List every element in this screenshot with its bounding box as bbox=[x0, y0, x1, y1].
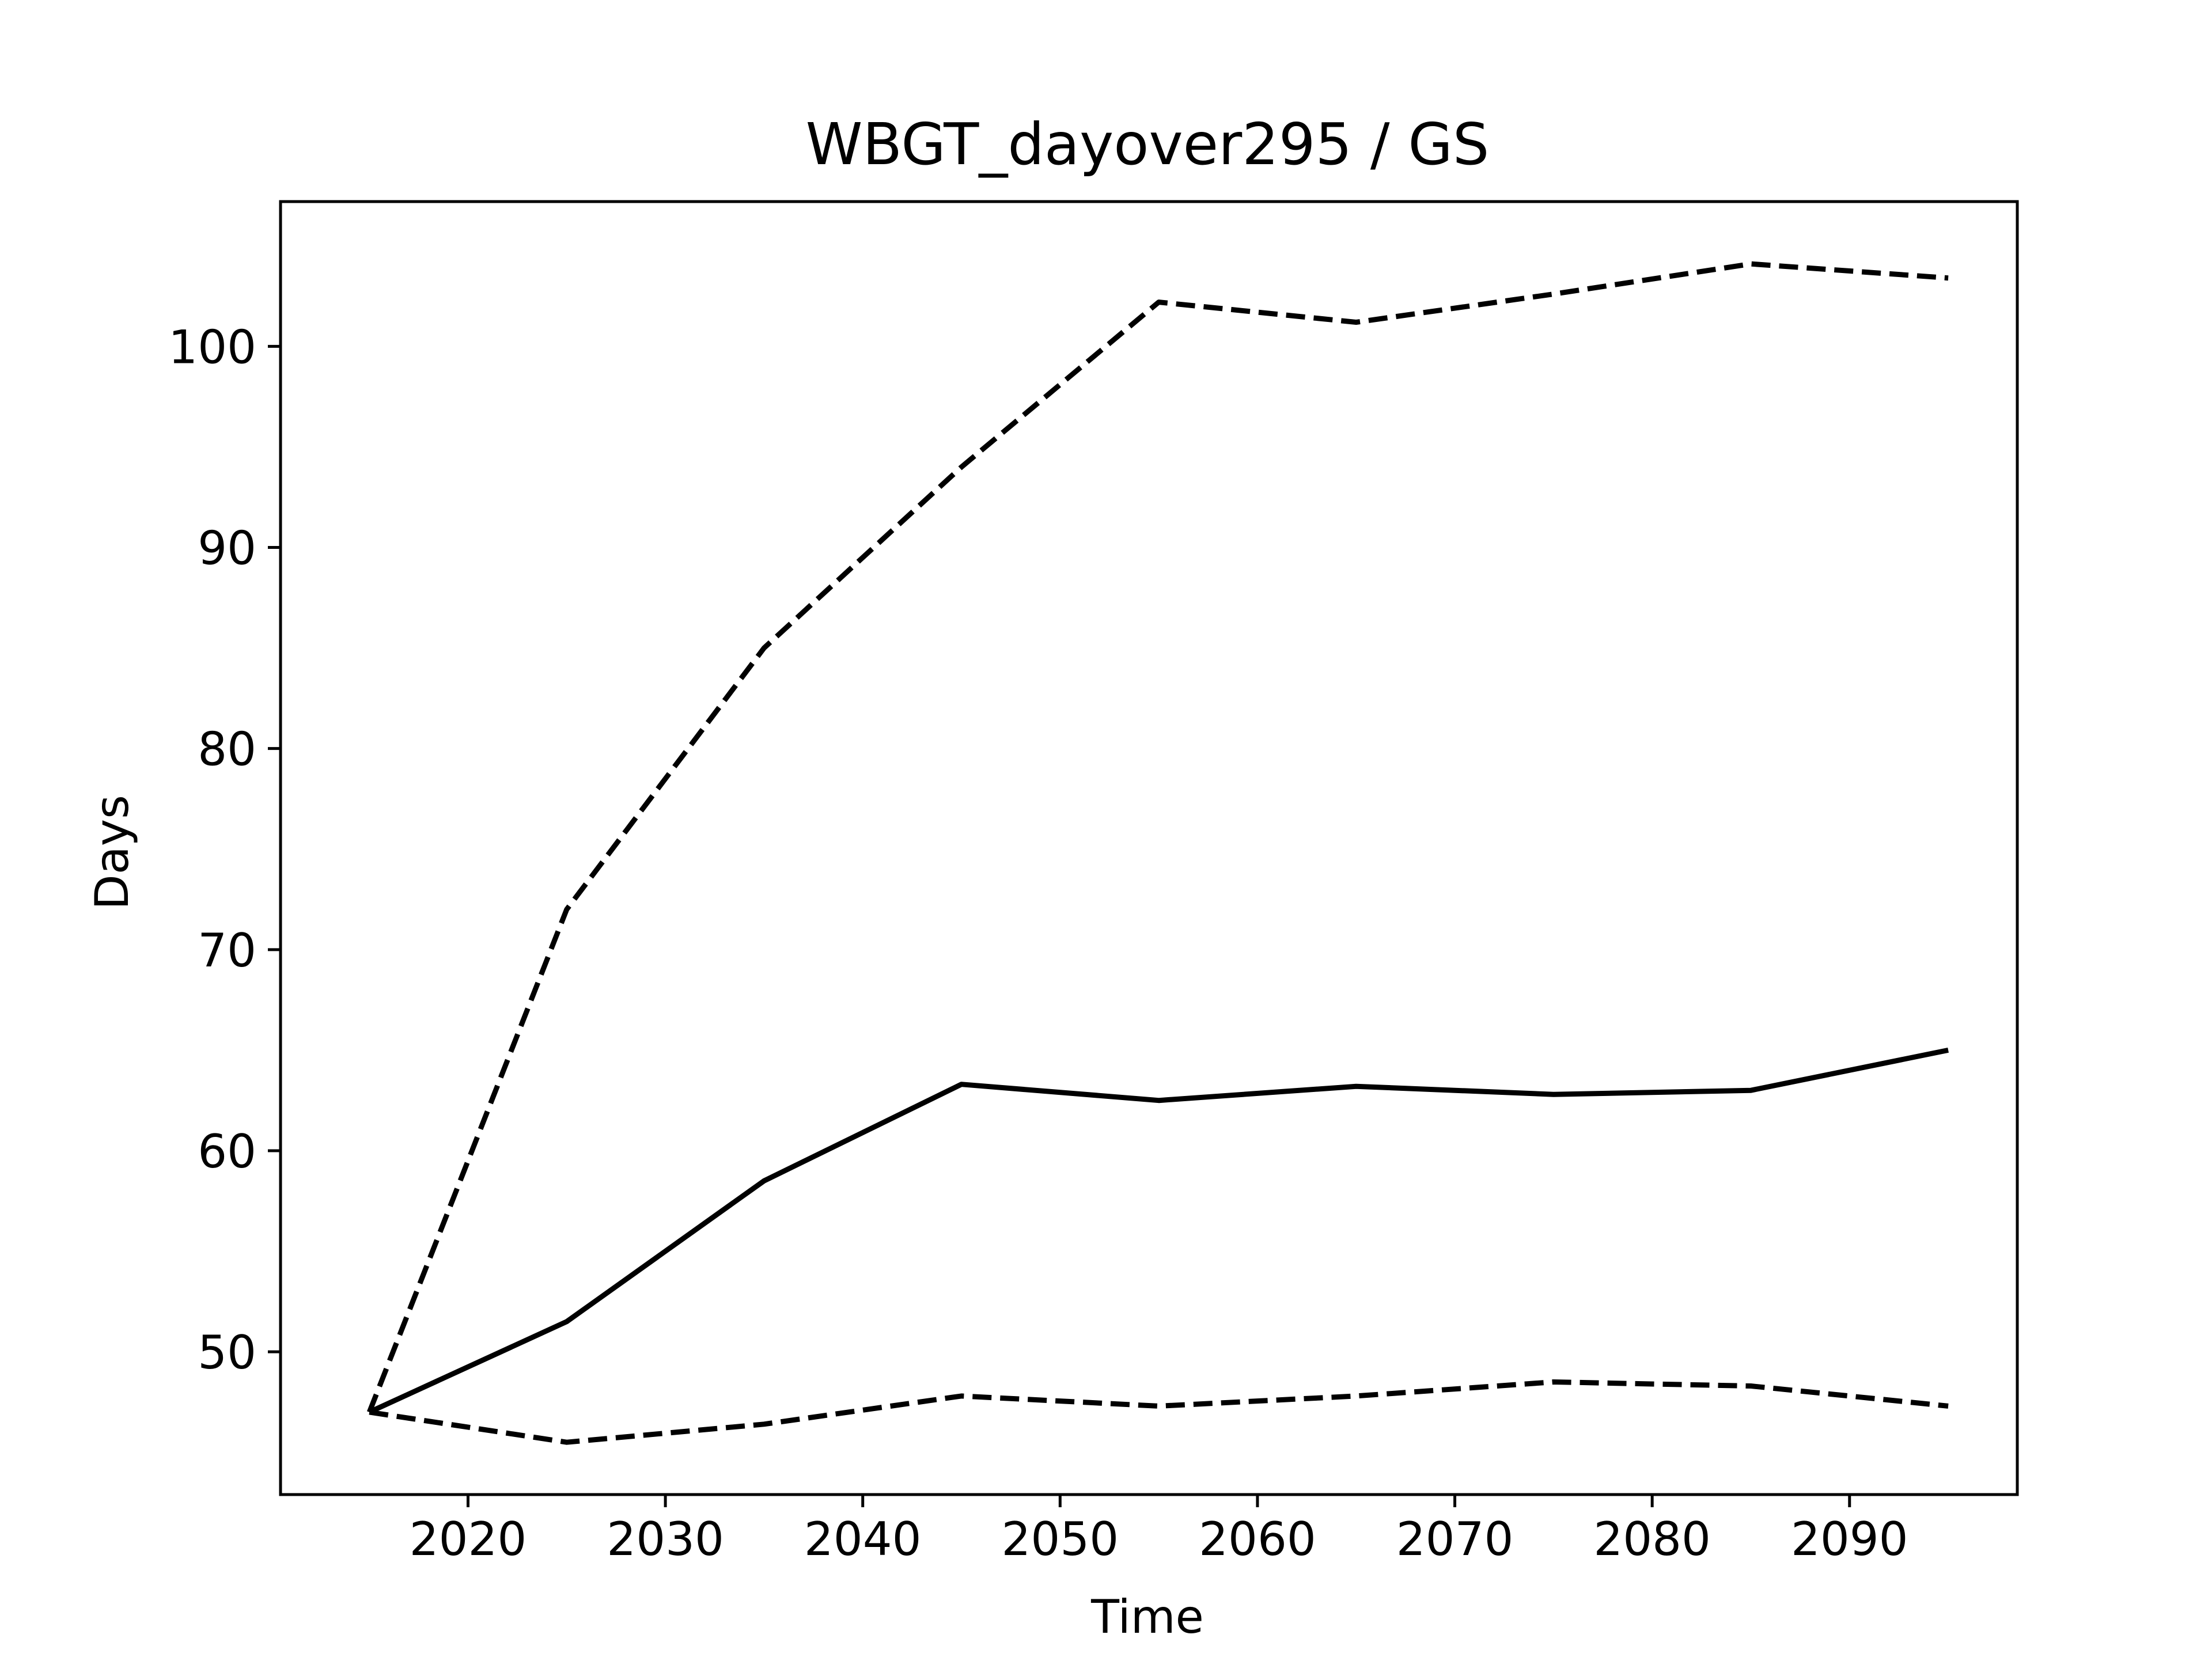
y-tick-label: 50 bbox=[198, 1326, 256, 1379]
y-tick-label: 80 bbox=[198, 723, 256, 776]
y-tick-label: 70 bbox=[198, 924, 256, 977]
chart-title: WBGT_dayover295 / GS bbox=[806, 111, 1490, 178]
x-axis-label: Time bbox=[1090, 1590, 1204, 1644]
y-tick-label: 90 bbox=[198, 522, 256, 575]
x-tick-label: 2030 bbox=[607, 1512, 724, 1566]
x-tick-label: 2090 bbox=[1791, 1512, 1908, 1566]
series-line-2 bbox=[367, 261, 1949, 1413]
plot-frame bbox=[279, 200, 2019, 1496]
y-tick-label: 60 bbox=[198, 1125, 256, 1178]
x-tick-label: 2020 bbox=[410, 1512, 527, 1566]
series-line-3 bbox=[369, 1379, 1949, 1445]
axes: 2020 2030 2040 2050 2060 2070 2080 2090 50 60 70 80… bbox=[168, 200, 2019, 1566]
x-tick-label: 2060 bbox=[1199, 1512, 1316, 1566]
x-tick-label: 2080 bbox=[1593, 1512, 1711, 1566]
x-tick-label: 2070 bbox=[1396, 1512, 1514, 1566]
y-tick-label: 100 bbox=[168, 320, 256, 374]
series-line-1 bbox=[368, 1047, 1949, 1414]
y-axis-label: Days bbox=[85, 795, 139, 910]
x-tick-label: 2040 bbox=[804, 1512, 922, 1566]
plot-area bbox=[367, 261, 1949, 1445]
x-tick-label: 2050 bbox=[1002, 1512, 1119, 1566]
